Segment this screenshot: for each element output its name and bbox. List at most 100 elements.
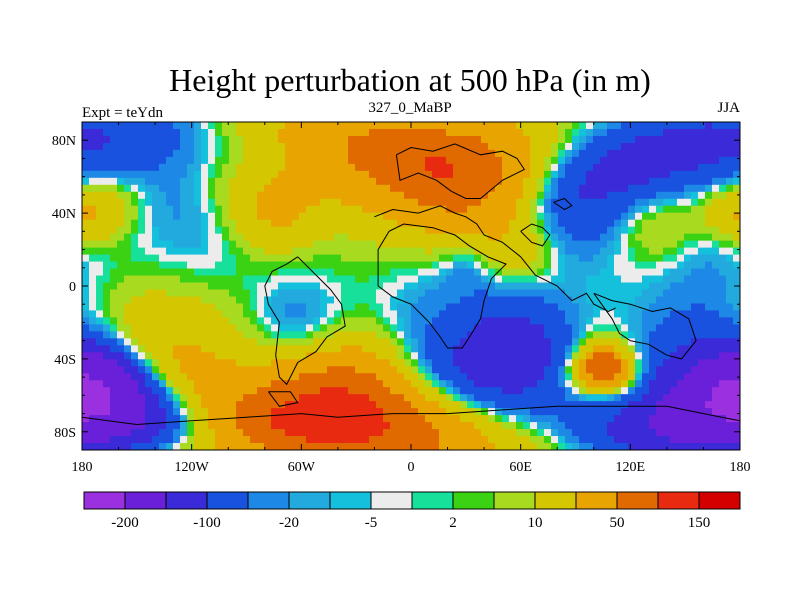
heat-cell <box>257 268 265 277</box>
heat-cell <box>726 401 734 409</box>
heat-cell <box>621 296 629 305</box>
heat-cell <box>348 135 356 144</box>
heat-cell <box>712 128 720 137</box>
heat-cell <box>670 198 678 207</box>
heat-cell <box>565 268 573 277</box>
heat-cell <box>607 310 615 319</box>
heat-cell <box>565 422 573 430</box>
heat-cell <box>362 212 370 221</box>
heat-cell <box>565 261 573 270</box>
heat-cell <box>110 387 118 395</box>
heat-cell <box>698 359 706 367</box>
heat-cell <box>698 226 706 235</box>
heat-cell <box>271 436 279 444</box>
heat-cell <box>418 254 426 263</box>
heat-cell <box>320 338 328 346</box>
heat-cell <box>355 422 363 430</box>
heat-cell <box>173 352 181 360</box>
heat-cell <box>390 380 398 388</box>
heat-cell <box>621 261 629 270</box>
heat-cell <box>313 233 321 242</box>
heat-cell <box>572 429 580 437</box>
heat-cell <box>138 170 146 179</box>
heat-cell <box>467 436 475 444</box>
heat-cell <box>369 156 377 165</box>
heat-cell <box>670 177 678 186</box>
colorbar-label: 10 <box>528 515 543 531</box>
heat-cell <box>327 122 335 130</box>
heat-cell <box>243 443 251 450</box>
heat-cell <box>537 142 545 151</box>
heat-cell <box>712 338 720 346</box>
colorbar-swatch <box>616 491 659 510</box>
heat-cell <box>698 422 706 430</box>
heat-cell <box>236 282 244 291</box>
heat-cell <box>719 317 727 325</box>
heat-cell <box>439 247 447 256</box>
heat-cell <box>663 240 671 249</box>
heat-cell <box>460 275 468 284</box>
heat-cell <box>453 177 461 186</box>
heat-cell <box>684 212 692 221</box>
heat-cell <box>474 380 482 388</box>
heat-cell <box>362 149 370 158</box>
heat-cell <box>593 415 601 423</box>
heat-cell <box>712 352 720 360</box>
heat-cell <box>628 415 636 423</box>
heat-cell <box>635 429 643 437</box>
heat-cell <box>698 296 706 305</box>
heat-cell <box>446 261 454 270</box>
heat-cell <box>670 387 678 395</box>
heat-cell <box>467 415 475 423</box>
heat-cell <box>425 156 433 165</box>
heat-cell <box>201 177 209 186</box>
heat-cell <box>355 387 363 395</box>
heat-cell <box>138 233 146 242</box>
heat-cell <box>628 240 636 249</box>
heat-cell <box>726 205 734 214</box>
heat-cell <box>509 261 517 270</box>
heat-cell <box>677 401 685 409</box>
heat-cell <box>222 317 230 325</box>
heat-cell <box>229 415 237 423</box>
heat-cell <box>264 142 272 151</box>
heat-cell <box>187 394 195 402</box>
heat-cell <box>264 317 272 325</box>
heat-cell <box>502 184 510 193</box>
heat-cell <box>712 233 720 242</box>
heat-cell <box>313 324 321 332</box>
heat-cell <box>628 184 636 193</box>
heat-cell <box>278 191 286 200</box>
heat-cell <box>383 317 391 325</box>
heat-cell <box>467 324 475 332</box>
heat-cell <box>481 240 489 249</box>
heat-cell <box>117 261 125 270</box>
heat-cell <box>159 282 167 291</box>
heat-cell <box>404 415 412 423</box>
heat-cell <box>621 408 629 416</box>
heat-cell <box>523 373 531 381</box>
heat-cell <box>726 128 734 137</box>
heat-cell <box>586 366 594 374</box>
heat-cell <box>614 387 622 395</box>
heat-cell <box>348 205 356 214</box>
heat-cell <box>383 429 391 437</box>
heat-cell <box>152 191 160 200</box>
heat-cell <box>607 317 615 325</box>
heat-cell <box>390 289 398 298</box>
heat-cell <box>117 338 125 346</box>
heat-cell <box>565 275 573 284</box>
heat-cell <box>243 310 251 319</box>
heat-cell <box>404 408 412 416</box>
heat-cell <box>180 122 188 130</box>
heat-cell <box>432 128 440 137</box>
heat-cell <box>495 156 503 165</box>
heat-cell <box>621 135 629 144</box>
heat-cell <box>117 331 125 339</box>
heat-cell <box>663 254 671 263</box>
heat-cell <box>299 380 307 388</box>
heat-cell <box>684 422 692 430</box>
heat-cell <box>376 324 384 332</box>
heat-cell <box>383 240 391 249</box>
heat-cell <box>159 254 167 263</box>
